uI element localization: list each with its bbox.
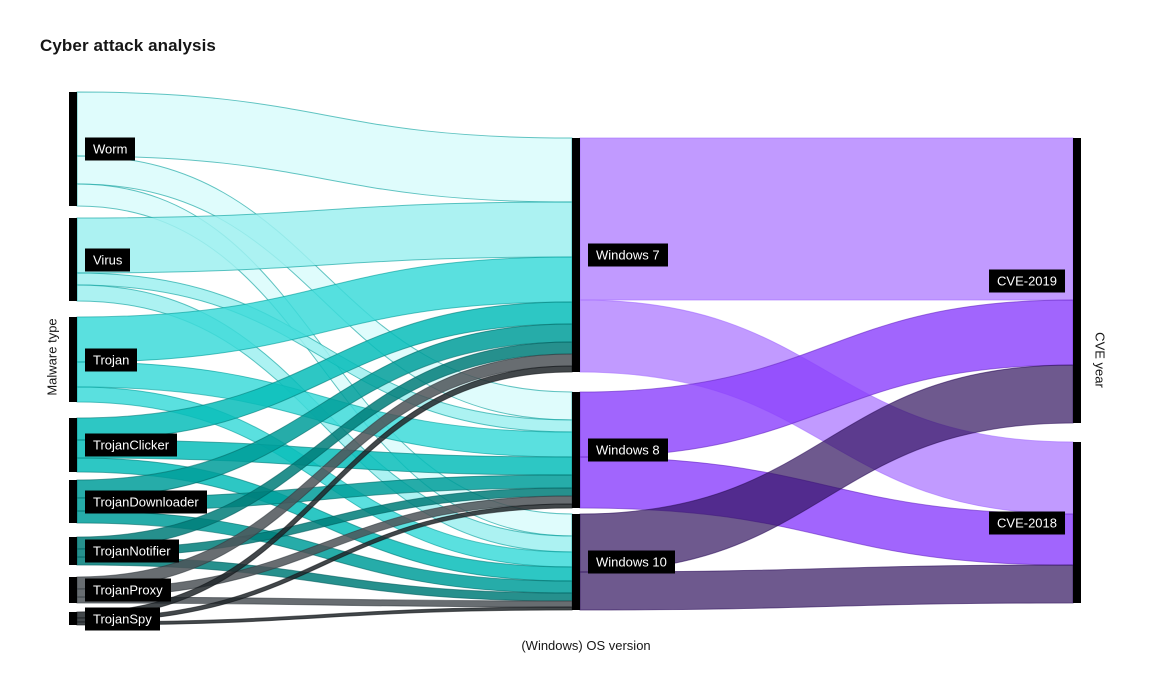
node-label-virus[interactable]: Virus	[85, 248, 131, 271]
node-label-cve-2019[interactable]: CVE-2019	[989, 269, 1065, 292]
node-bar-worm[interactable]	[69, 92, 77, 206]
axis-label-cve-year: CVE year	[1092, 332, 1108, 388]
chart-title: Cyber attack analysis	[40, 36, 216, 55]
node-label-trojanspy[interactable]: TrojanSpy	[85, 607, 160, 630]
node-bar-cve-2019[interactable]	[1073, 138, 1081, 423]
node-bar-windows-10[interactable]	[572, 514, 580, 610]
node-label-windows-8[interactable]: Windows 8	[588, 438, 668, 462]
node-bar-cve-2018[interactable]	[1073, 442, 1081, 603]
node-bar-trojanclicker[interactable]	[69, 418, 77, 472]
node-label-trojannotifier[interactable]: TrojanNotifier	[85, 539, 179, 563]
node-label-trojanproxy[interactable]: TrojanProxy	[85, 578, 171, 602]
node-bar-trojanspy[interactable]	[69, 612, 77, 625]
node-label-worm[interactable]: Worm	[85, 137, 136, 161]
node-bar-trojandownloader[interactable]	[69, 480, 77, 523]
node-label-trojandownloader[interactable]: TrojanDownloader	[85, 490, 207, 513]
node-label-windows-10[interactable]: Windows 10	[588, 550, 675, 574]
node-label-trojan[interactable]: Trojan	[85, 348, 138, 371]
node-label-cve-2018[interactable]: CVE-2018	[989, 511, 1065, 534]
node-bar-windows-7[interactable]	[572, 138, 580, 372]
axis-label-os-version: (Windows) OS version	[521, 638, 651, 653]
node-bar-windows-8[interactable]	[572, 392, 580, 508]
node-label-trojanclicker[interactable]: TrojanClicker	[85, 433, 178, 457]
node-bar-virus[interactable]	[69, 218, 77, 301]
node-bar-trojanproxy[interactable]	[69, 577, 77, 603]
node-bar-trojan[interactable]	[69, 317, 77, 402]
node-label-windows-7[interactable]: Windows 7	[588, 243, 668, 267]
node-bar-trojannotifier[interactable]	[69, 537, 77, 565]
axis-label-malware-type: Malware type	[44, 318, 60, 396]
